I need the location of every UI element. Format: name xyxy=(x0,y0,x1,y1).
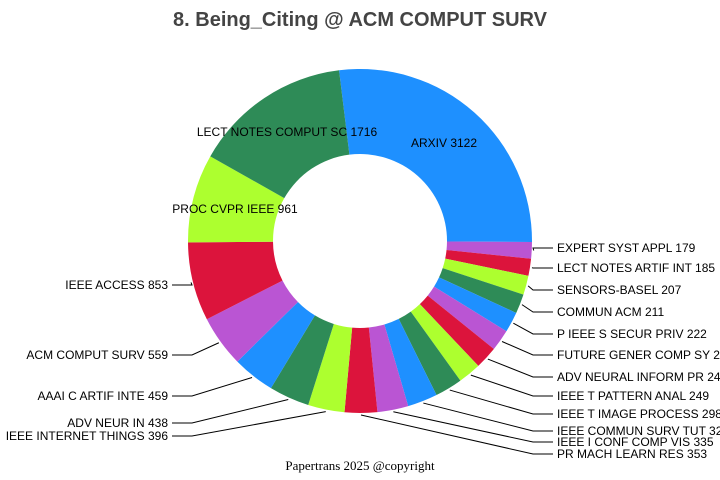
slice-label: SENSORS-BASEL 207 xyxy=(557,283,682,297)
slice-lect-notes-comput-sc xyxy=(210,70,350,199)
leader-line xyxy=(527,285,553,291)
slice-acm-comput-surv xyxy=(206,280,298,362)
slice-ieee-internet-things xyxy=(308,323,353,413)
slice-commun-acm xyxy=(439,268,524,313)
leader-line xyxy=(449,389,553,415)
slice-ieee-t-image-process xyxy=(398,311,461,396)
slice-label: IEEE COMMUN SURV TUT 325 xyxy=(557,424,720,438)
slice-label: P IEEE S SECUR PRIV 222 xyxy=(557,327,707,341)
slice-future-gener-comp-sy xyxy=(427,286,507,349)
slice-p-ieee-s-secur-priv xyxy=(434,277,517,332)
leader-line xyxy=(172,411,326,437)
leader-line xyxy=(423,402,553,432)
slice-adv-neur-in xyxy=(270,315,334,406)
leader-line xyxy=(172,376,253,397)
slice-label: ARXIV 3122 xyxy=(411,136,477,150)
slice-label: FUTURE GENER COMP SY 232 xyxy=(557,348,720,362)
slice-ieee-access xyxy=(188,241,283,320)
slice-label: EXPERT SYST APPL 179 xyxy=(557,241,696,255)
slice-label: IEEE T PATTERN ANAL 249 xyxy=(557,389,709,403)
leader-line xyxy=(513,322,553,335)
leader-line xyxy=(501,341,553,356)
leader-line xyxy=(172,399,289,424)
leader-line xyxy=(172,342,220,356)
leader-line xyxy=(172,282,193,286)
slice-lect-notes-artif-int xyxy=(445,249,532,276)
footer-copyright: Papertrans 2025 @copyright xyxy=(285,458,435,473)
slice-label: PROC CVPR IEEE 961 xyxy=(172,202,298,216)
leader-line xyxy=(532,247,553,251)
slice-proc-cvpr-ieee xyxy=(188,156,285,243)
slice-label: LECT NOTES ARTIF INT 185 xyxy=(557,261,715,275)
slice-sensors-basel xyxy=(442,258,529,295)
slice-label: ACM COMPUT SURV 559 xyxy=(26,348,168,362)
slice-arxiv xyxy=(339,69,532,243)
slice-label: IEEE T IMAGE PROCESS 298 xyxy=(557,407,720,421)
leader-line xyxy=(521,304,553,313)
slice-label: COMMUN ACM 211 xyxy=(557,305,664,319)
leader-line xyxy=(470,374,553,397)
slice-pr-mach-learn-res xyxy=(344,327,378,414)
slice-label: IEEE I CONF COMP VIS 335 xyxy=(557,435,714,449)
slice-ieee-t-pattern-anal xyxy=(410,304,479,381)
slice-label: IEEE ACCESS 853 xyxy=(65,278,168,292)
chart-title: 8. Being_Citing @ ACM COMPUT SURV xyxy=(173,9,548,31)
slice-expert-syst-appl xyxy=(446,241,532,259)
leader-line xyxy=(487,358,553,378)
slice-label: IEEE INTERNET THINGS 396 xyxy=(6,429,169,443)
leader-line xyxy=(393,411,553,443)
slice-label: AAAI C ARTIF INTE 459 xyxy=(38,389,169,403)
slice-adv-neural-inform-pr xyxy=(419,295,494,366)
leader-line xyxy=(360,414,553,455)
slice-aaai-c-artif-inte xyxy=(237,301,315,389)
slice-label: PR MACH LEARN RES 353 xyxy=(557,447,707,461)
slice-ieee-commun-surv-tut xyxy=(384,318,437,407)
slice-label: ADV NEUR IN 438 xyxy=(67,416,168,430)
slice-label: LECT NOTES COMPUT SC 1716 xyxy=(197,125,378,139)
slice-ieee-i-conf-comp-vis xyxy=(368,324,409,413)
slice-label: ADV NEURAL INFORM PR 245 xyxy=(557,370,720,384)
